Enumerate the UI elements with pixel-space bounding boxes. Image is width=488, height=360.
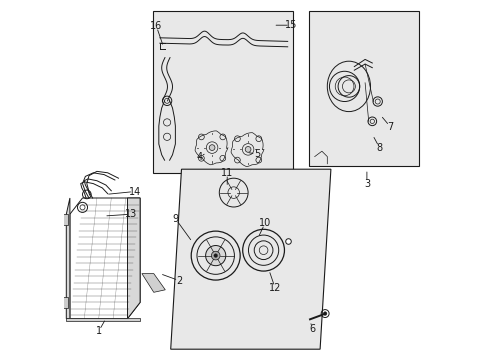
Text: 8: 8: [376, 143, 382, 153]
Text: 4: 4: [196, 152, 202, 162]
Circle shape: [209, 145, 215, 150]
Polygon shape: [70, 198, 140, 319]
Bar: [309, 11, 418, 166]
Text: 11: 11: [221, 168, 233, 178]
Polygon shape: [127, 198, 140, 319]
Circle shape: [323, 312, 326, 315]
Text: 10: 10: [258, 218, 270, 228]
Text: 15: 15: [285, 20, 297, 30]
Circle shape: [205, 246, 225, 266]
Text: 14: 14: [128, 186, 141, 197]
Circle shape: [244, 147, 250, 152]
Bar: [62, 297, 68, 308]
Bar: [66, 318, 140, 321]
Text: 6: 6: [309, 324, 315, 334]
Circle shape: [211, 251, 220, 260]
Text: 16: 16: [150, 21, 162, 31]
Polygon shape: [66, 198, 70, 319]
Text: 5: 5: [253, 149, 260, 159]
Text: 7: 7: [386, 122, 393, 132]
Text: 1: 1: [96, 326, 102, 336]
Text: 3: 3: [363, 179, 369, 189]
Polygon shape: [142, 274, 165, 292]
Polygon shape: [170, 169, 330, 349]
Bar: [62, 214, 68, 225]
Text: 12: 12: [268, 283, 281, 293]
Text: 9: 9: [172, 213, 178, 224]
Text: 13: 13: [125, 209, 137, 219]
Circle shape: [213, 254, 217, 257]
Text: 2: 2: [176, 276, 183, 286]
Bar: [152, 11, 292, 173]
